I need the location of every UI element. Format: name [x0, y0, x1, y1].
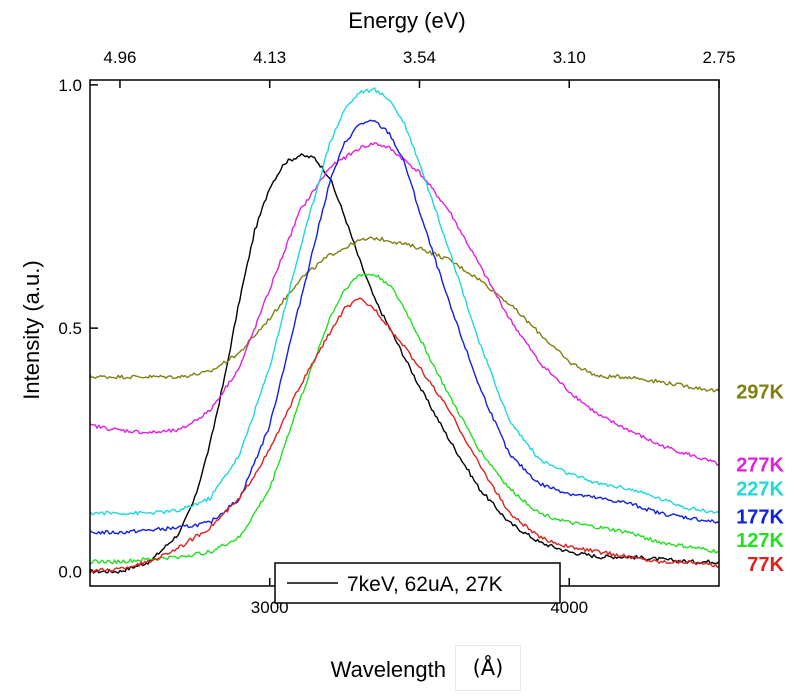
left-axis-tick-labels: 0.0 0.5 1.0: [58, 76, 82, 582]
top-axis-title: Energy (eV): [348, 8, 465, 33]
legend-label: 7keV, 62uA, 27K: [347, 573, 503, 596]
y-axis-title: Intensity (a.u.): [19, 260, 44, 399]
series-line-297k: [89, 236, 720, 393]
curve-label-227k: 227K: [736, 479, 784, 501]
x2-tick-label: 2.75: [702, 48, 735, 67]
top-axis-tick-labels: 4.96 4.13 3.54 3.10 2.75: [103, 48, 735, 67]
y-tick-label: 0.0: [58, 562, 82, 581]
series-lines: [89, 87, 720, 574]
series-line-7kev-62ua-27k: [89, 153, 720, 574]
series-line-177k: [89, 119, 720, 535]
y-tick-label: 0.5: [58, 319, 82, 338]
series-line-227k: [89, 87, 720, 516]
legend: 7keV, 62uA, 27K: [274, 562, 561, 604]
series-line-127k: [89, 273, 719, 565]
axis-ticks: [90, 80, 720, 586]
x2-tick-label: 4.13: [253, 48, 286, 67]
plot-frame: [89, 79, 720, 587]
curve-label-177k: 177K: [736, 506, 784, 528]
x-axis-title: Wavelength: [331, 657, 446, 682]
curve-label-77k: 77K: [747, 554, 784, 576]
curve-label-127k: 127K: [736, 530, 784, 552]
y-tick-label: 1.0: [58, 76, 82, 95]
curve-label-277k: 277K: [736, 454, 784, 476]
x2-tick-label: 3.54: [403, 48, 436, 67]
x2-tick-label: 4.96: [103, 48, 136, 67]
series-line-277k: [89, 142, 720, 466]
x-axis-unit: (Å): [455, 645, 521, 691]
x2-tick-label: 3.10: [553, 48, 586, 67]
curve-label-297k: 297K: [736, 381, 784, 403]
series-line-77k: [89, 297, 720, 574]
